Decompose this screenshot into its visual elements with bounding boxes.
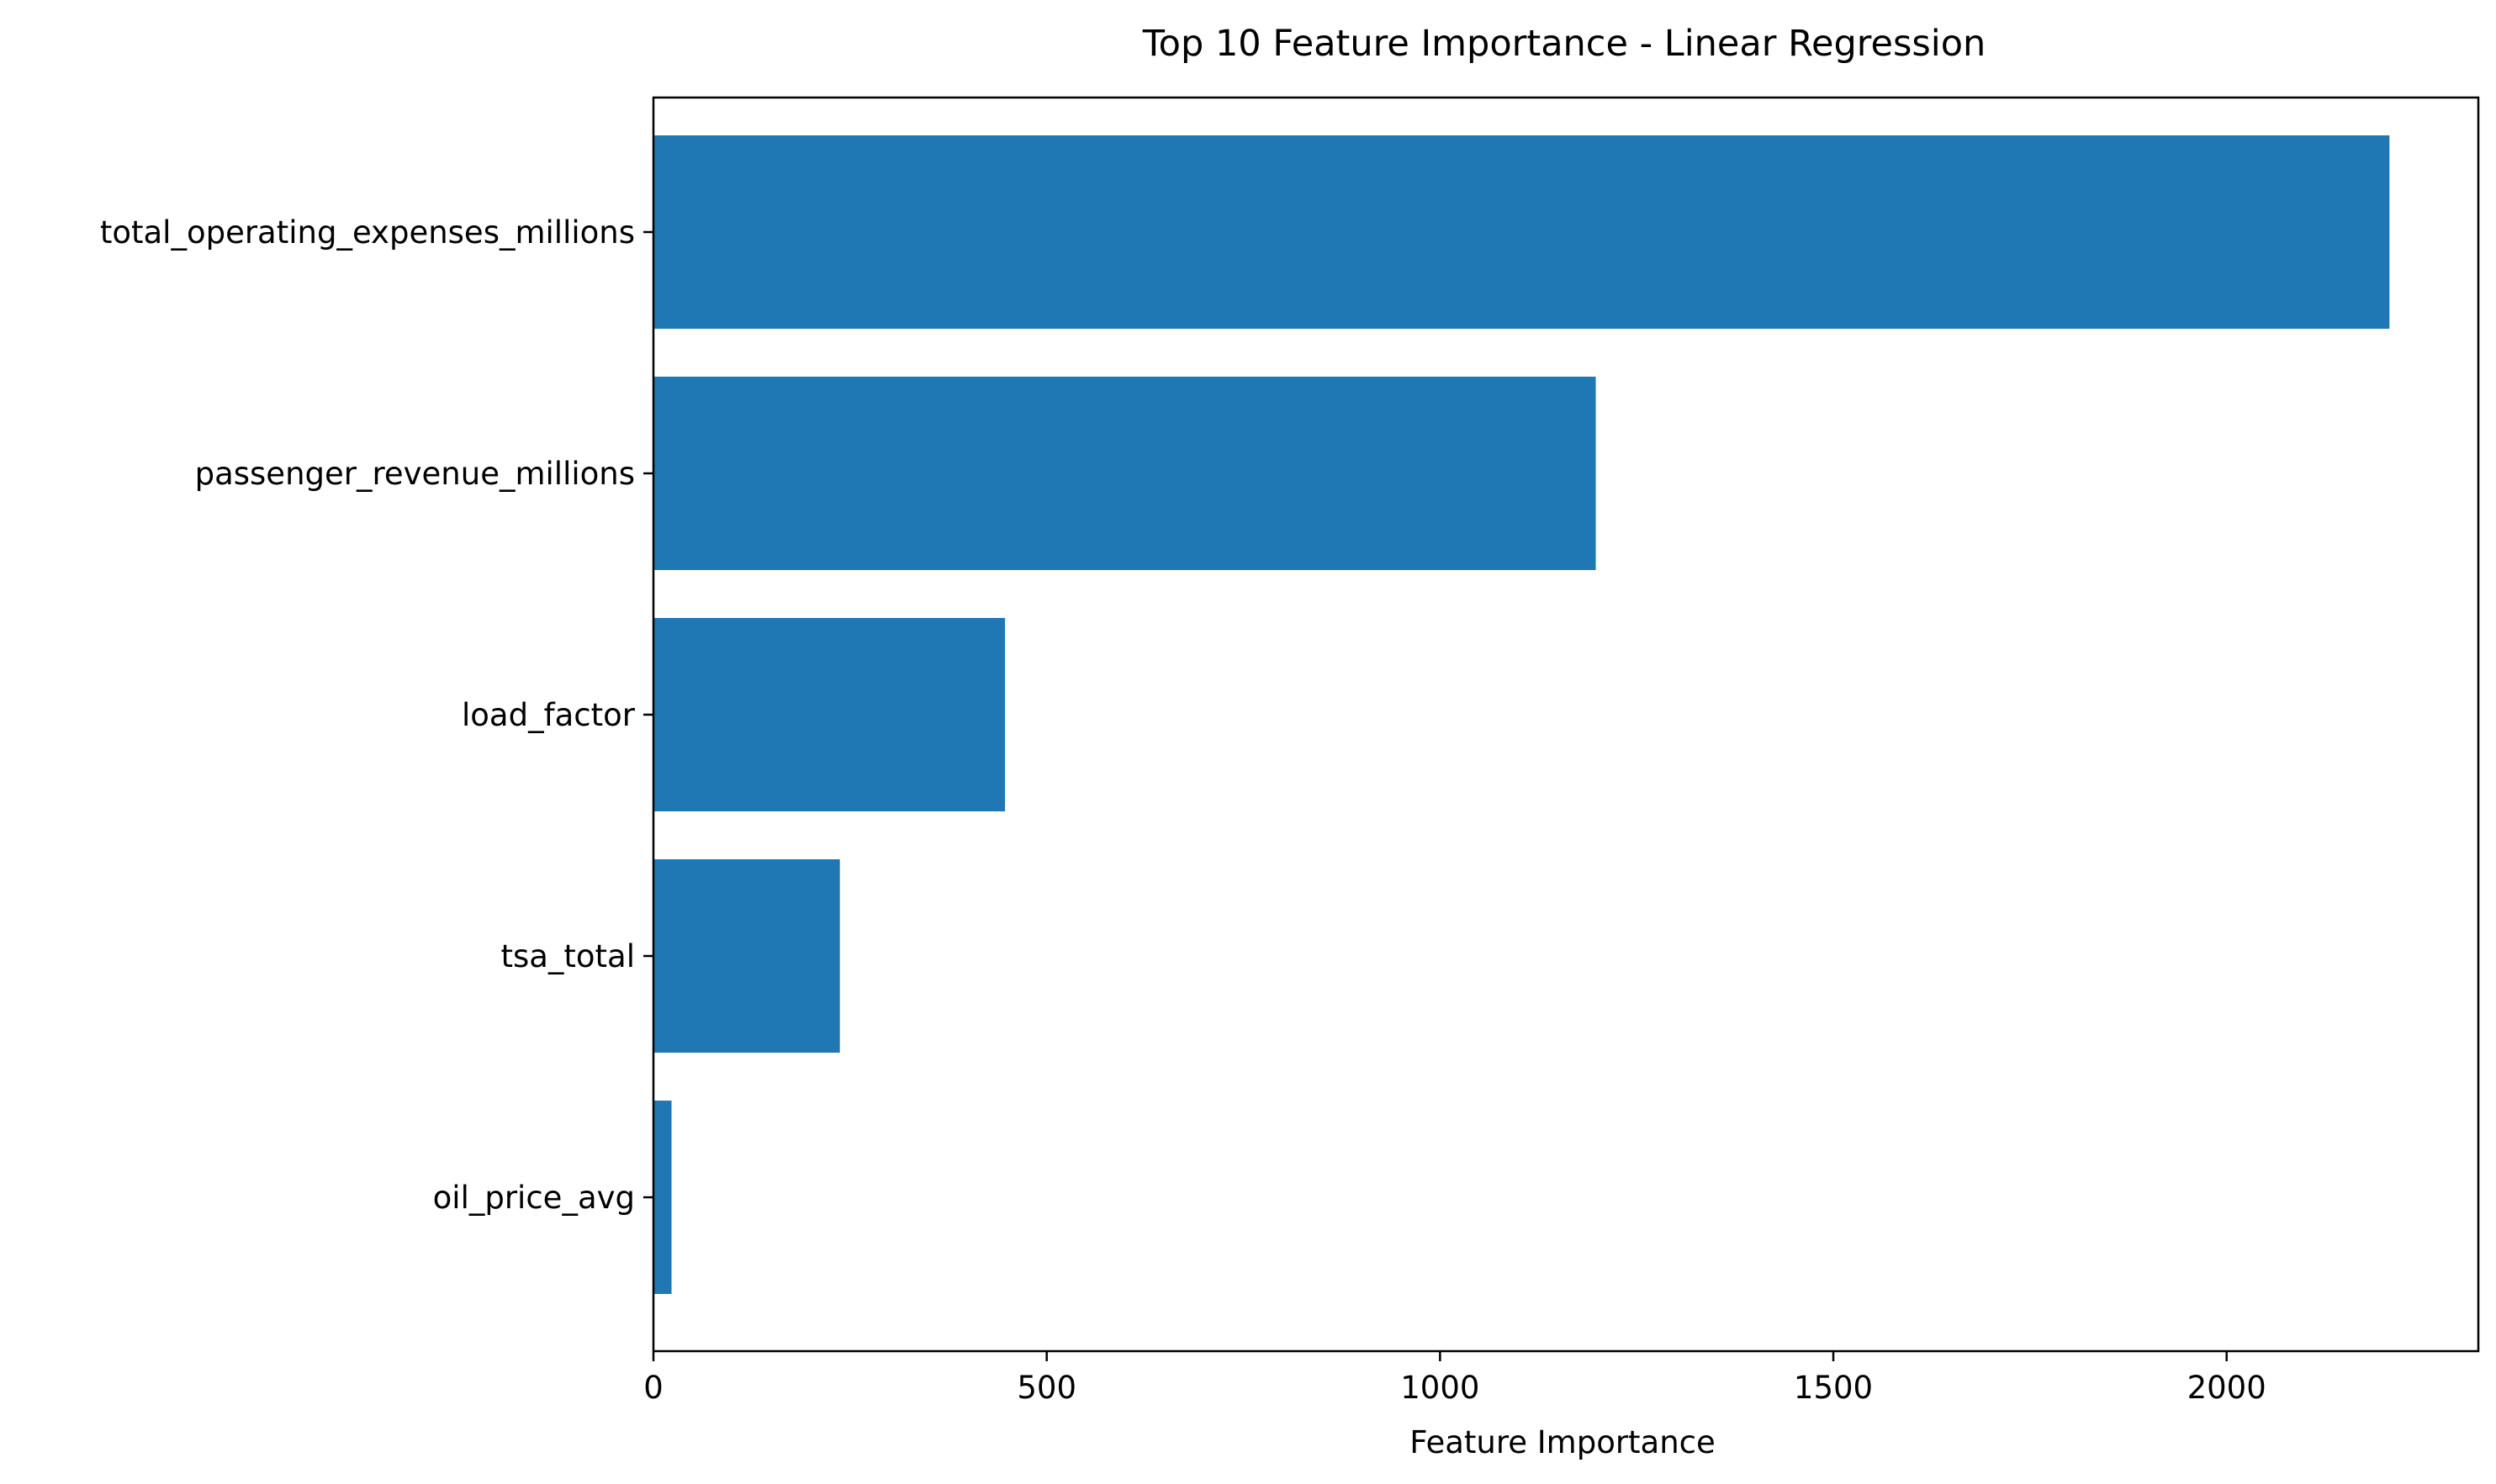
bars-group xyxy=(653,135,2390,1294)
bar-passenger_revenue_millions xyxy=(653,377,1596,570)
x-axis-ticks: 0 500 1000 1500 2000 xyxy=(643,1351,2266,1406)
y-tick-label: passenger_revenue_millions xyxy=(195,456,635,492)
plot-frame xyxy=(652,96,2480,1353)
x-tick-label: 500 xyxy=(1017,1370,1076,1406)
bar-total_operating_expenses_millions xyxy=(653,135,2390,329)
bar-tsa_total xyxy=(653,859,840,1053)
bar-oil_price_avg xyxy=(653,1101,672,1294)
y-axis-ticks: total_operating_expenses_millionspasseng… xyxy=(100,214,653,1216)
y-tick-label: total_operating_expenses_millions xyxy=(100,214,635,251)
x-tick-label: 0 xyxy=(643,1370,664,1406)
chart-title: Top 10 Feature Importance - Linear Regre… xyxy=(1142,23,1986,65)
bar-load_factor xyxy=(653,618,1006,811)
x-tick-label: 1000 xyxy=(1400,1370,1479,1406)
x-tick-label: 2000 xyxy=(2187,1370,2266,1406)
y-tick-label: oil_price_avg xyxy=(433,1180,635,1216)
y-tick-label: tsa_total xyxy=(500,938,635,974)
y-tick-label: load_factor xyxy=(462,697,636,733)
x-axis-label: Feature Importance xyxy=(1409,1424,1716,1460)
x-tick-label: 1500 xyxy=(1794,1370,1873,1406)
